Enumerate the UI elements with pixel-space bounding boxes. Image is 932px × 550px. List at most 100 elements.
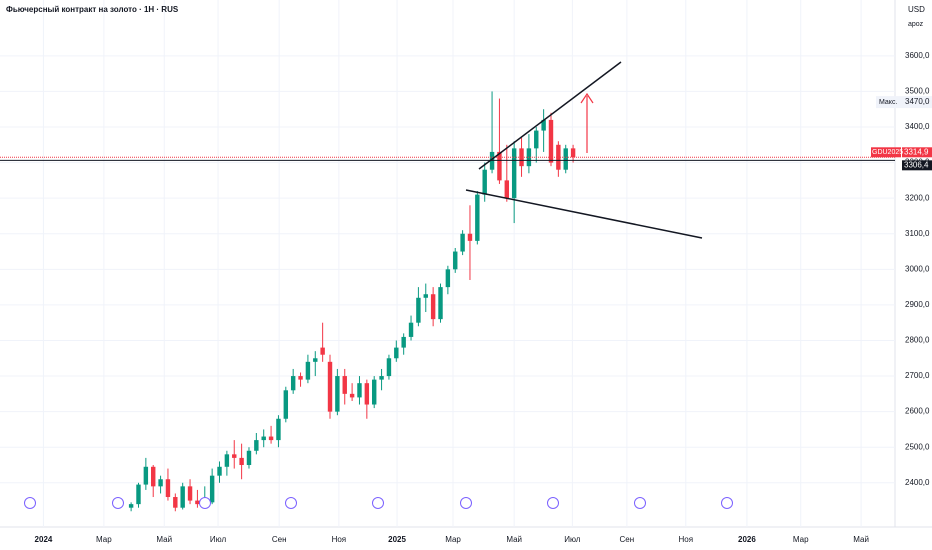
candle-body bbox=[187, 486, 193, 501]
symbol-label-bg bbox=[871, 147, 901, 158]
candle-body bbox=[386, 358, 392, 377]
event-icon[interactable] bbox=[634, 497, 646, 509]
currency-note: apoz bbox=[908, 21, 924, 28]
high-label-value: 3470,0 bbox=[905, 97, 930, 106]
candle-body bbox=[497, 151, 502, 181]
candle-body bbox=[394, 347, 399, 359]
candle-body bbox=[209, 475, 215, 503]
y-tick-label: 2800,0 bbox=[905, 336, 930, 345]
y-tick-label: 2900,0 bbox=[905, 300, 930, 309]
candle-body bbox=[519, 148, 524, 167]
candle-body bbox=[151, 466, 156, 487]
candle-body bbox=[438, 287, 443, 320]
price-label: 3314,9 bbox=[904, 147, 929, 156]
candle-body bbox=[261, 436, 266, 441]
candle-body bbox=[305, 361, 311, 380]
candle-body bbox=[475, 194, 480, 241]
candle-body bbox=[401, 336, 406, 348]
x-tick-label: Мар bbox=[793, 535, 809, 544]
y-tick-label: 3500,0 bbox=[905, 87, 930, 96]
x-tick-label: Ноя bbox=[679, 535, 694, 544]
x-tick-label: 2026 bbox=[738, 535, 756, 544]
x-tick-label: Мар bbox=[445, 535, 461, 544]
x-tick-label: 2025 bbox=[388, 535, 406, 544]
candle-body bbox=[408, 322, 414, 337]
y-tick-label: 3000,0 bbox=[905, 264, 930, 273]
high-label-bg bbox=[876, 96, 932, 109]
candle-body bbox=[335, 376, 340, 412]
trend-line bbox=[465, 189, 703, 239]
candle-body bbox=[467, 233, 473, 241]
candle-body bbox=[158, 479, 163, 487]
currency[interactable]: USD bbox=[908, 5, 925, 14]
candle-body bbox=[290, 376, 296, 391]
price-label: 3306,4 bbox=[904, 160, 929, 169]
y-tick-label: 3200,0 bbox=[905, 193, 930, 202]
high-label-name: Макс. bbox=[879, 99, 897, 106]
candle-body bbox=[349, 393, 355, 398]
event-icons bbox=[24, 497, 733, 509]
x-tick-label: Сен bbox=[620, 535, 635, 544]
candle-body bbox=[342, 376, 347, 394]
candle-body bbox=[224, 454, 230, 467]
y-tick-label: 3100,0 bbox=[905, 229, 930, 238]
x-tick-label: Ноя bbox=[332, 535, 347, 544]
symbol-label: GDU2025 bbox=[872, 149, 903, 156]
candle-body bbox=[217, 466, 222, 476]
price-label-bg bbox=[902, 160, 932, 171]
y-tick-label: 3400,0 bbox=[905, 122, 930, 131]
x-tick-label: Сен bbox=[272, 535, 287, 544]
candle-body bbox=[460, 233, 465, 252]
candle-body bbox=[504, 180, 510, 199]
candle-body bbox=[548, 119, 554, 163]
trend-line bbox=[478, 61, 622, 170]
x-tick-label: 2024 bbox=[35, 535, 53, 544]
candle-body bbox=[254, 440, 259, 451]
event-icon[interactable] bbox=[372, 497, 384, 509]
candle-body bbox=[173, 497, 178, 508]
y-tick-label: 2400,0 bbox=[905, 478, 930, 487]
chart-title: Фьючерсный контракт на золото · 1Н · RUS bbox=[6, 5, 179, 14]
event-icon[interactable] bbox=[112, 497, 124, 509]
candle-body bbox=[320, 347, 325, 355]
event-icon[interactable] bbox=[721, 497, 733, 509]
candle-body bbox=[180, 486, 185, 508]
candle-body bbox=[283, 390, 289, 419]
candle-body bbox=[143, 466, 149, 485]
candle-body bbox=[453, 251, 458, 270]
candle-body bbox=[276, 418, 281, 441]
candle-body bbox=[371, 379, 377, 405]
candle-body bbox=[298, 376, 303, 380]
event-icon[interactable] bbox=[547, 497, 559, 509]
x-tick-label: Мар bbox=[96, 535, 112, 544]
candle-body bbox=[416, 297, 421, 323]
candle-body bbox=[511, 148, 517, 199]
price-label-bg bbox=[902, 147, 932, 158]
x-tick-label: Май bbox=[853, 535, 869, 544]
drawings bbox=[465, 61, 703, 239]
y-tick-label: 3600,0 bbox=[905, 51, 930, 60]
event-icon[interactable] bbox=[199, 497, 211, 509]
x-tick-label: Май bbox=[506, 535, 522, 544]
y-tick-label: 2600,0 bbox=[905, 407, 930, 416]
candle-body bbox=[563, 148, 568, 170]
x-tick-label: Июл bbox=[564, 535, 581, 544]
candle-body bbox=[445, 269, 451, 288]
candle-body bbox=[430, 294, 436, 320]
event-icon[interactable] bbox=[460, 497, 472, 509]
candle-body bbox=[239, 457, 244, 466]
candle-body bbox=[246, 450, 252, 466]
candle-body bbox=[534, 130, 539, 149]
arrow-head bbox=[580, 92, 594, 104]
event-icon[interactable] bbox=[285, 497, 297, 509]
candle-body bbox=[379, 376, 384, 380]
candle-body bbox=[423, 294, 428, 298]
candle-body bbox=[128, 504, 134, 508]
event-icon[interactable] bbox=[24, 497, 36, 509]
candle-body bbox=[327, 361, 333, 412]
candle-body bbox=[195, 500, 200, 505]
candle-body bbox=[313, 358, 318, 362]
candle-body bbox=[541, 119, 546, 131]
